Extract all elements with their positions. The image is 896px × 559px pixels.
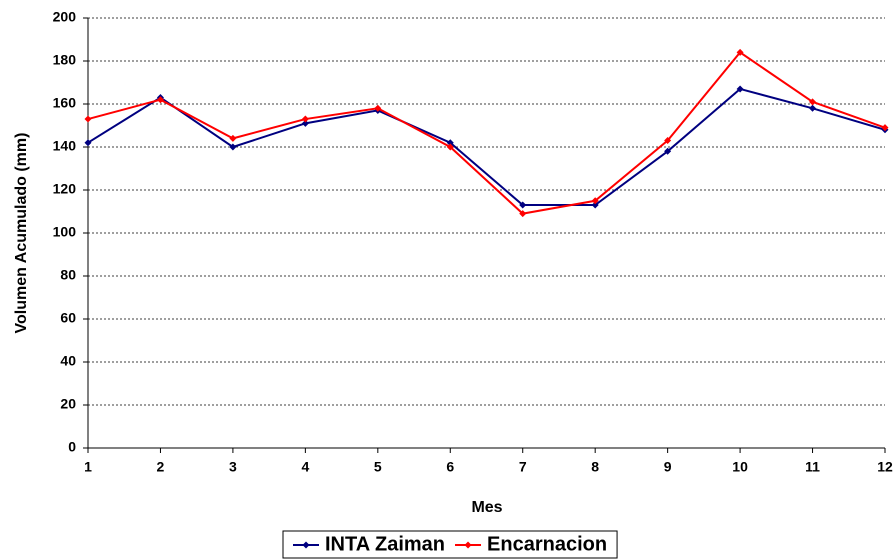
x-axis-label: Mes: [471, 499, 502, 516]
point: [229, 143, 237, 151]
y-tick-label: 120: [53, 181, 77, 197]
x-tick-label: 1: [84, 459, 92, 475]
x-tick-label: 9: [664, 459, 672, 475]
legend-label: Encarnacion: [487, 533, 607, 555]
point: [591, 201, 599, 209]
y-tick-label: 160: [53, 95, 77, 111]
x-tick-label: 11: [805, 459, 820, 475]
legend-marker: [464, 541, 472, 549]
point: [519, 210, 527, 218]
point: [736, 48, 744, 56]
x-tick-label: 5: [374, 459, 382, 475]
series-line: [87, 51, 886, 215]
point: [519, 201, 527, 209]
x-tick-label: 6: [446, 459, 454, 475]
point: [446, 139, 454, 147]
y-tick-label: 0: [68, 439, 76, 455]
y-tick-label: 40: [60, 353, 76, 369]
y-tick-label: 60: [60, 310, 76, 326]
x-tick-label: 12: [877, 459, 893, 475]
x-tick-label: 10: [732, 459, 748, 475]
point: [881, 124, 889, 132]
y-tick-label: 200: [53, 9, 77, 25]
y-tick-label: 80: [60, 267, 76, 283]
x-tick-label: 7: [519, 459, 527, 475]
legend: INTA Zaiman Encarnacion: [282, 530, 618, 559]
legend-label: INTA Zaiman: [325, 533, 445, 555]
x-tick-label: 4: [301, 459, 309, 475]
point: [809, 104, 817, 112]
point: [301, 115, 309, 123]
point: [664, 147, 672, 155]
y-tick-label: 100: [53, 224, 77, 240]
x-tick-label: 2: [157, 459, 165, 475]
y-tick-label: 20: [60, 396, 76, 412]
y-axis-label: Volumen Acumulado (mm): [13, 133, 30, 334]
point: [591, 197, 599, 205]
point: [809, 98, 817, 106]
x-tick-label: 3: [229, 459, 237, 475]
point: [374, 104, 382, 112]
point: [156, 96, 164, 104]
point: [84, 115, 92, 123]
point: [446, 143, 454, 151]
series-line: [87, 87, 886, 207]
y-tick-label: 140: [53, 138, 77, 154]
point: [301, 119, 309, 127]
legend-marker: [302, 541, 310, 549]
y-tick-label: 180: [53, 52, 77, 68]
legend-box: [282, 530, 618, 559]
point: [229, 134, 237, 142]
point: [84, 139, 92, 147]
point: [664, 137, 672, 145]
x-tick-label: 8: [591, 459, 599, 475]
point: [736, 85, 744, 93]
